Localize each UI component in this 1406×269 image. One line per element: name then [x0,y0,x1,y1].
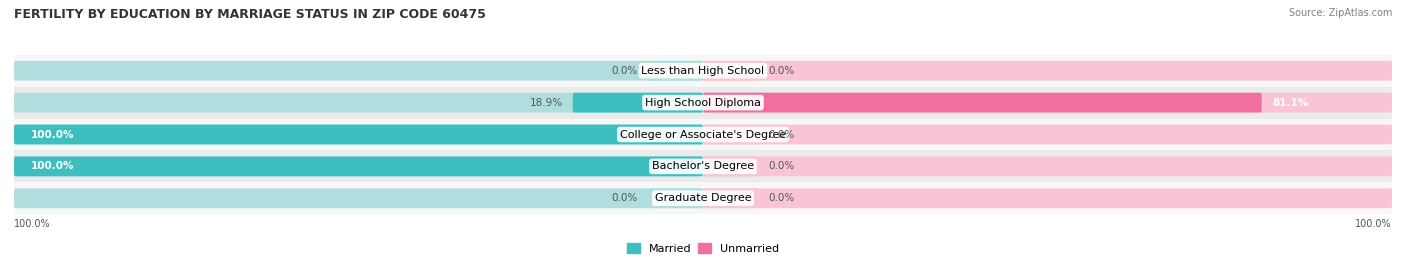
FancyBboxPatch shape [648,61,703,81]
Text: 18.9%: 18.9% [529,98,562,108]
Bar [14,182,1392,214]
Text: 0.0%: 0.0% [769,193,794,203]
Text: 0.0%: 0.0% [769,129,794,140]
Text: Bachelor's Degree: Bachelor's Degree [652,161,754,171]
Text: Source: ZipAtlas.com: Source: ZipAtlas.com [1288,8,1392,18]
FancyBboxPatch shape [703,157,1392,176]
Text: Less than High School: Less than High School [641,66,765,76]
FancyBboxPatch shape [14,157,703,176]
Text: 0.0%: 0.0% [612,193,637,203]
Text: 100.0%: 100.0% [31,129,75,140]
FancyBboxPatch shape [703,157,758,176]
FancyBboxPatch shape [572,93,703,112]
FancyBboxPatch shape [703,188,1392,208]
Text: 100.0%: 100.0% [31,161,75,171]
FancyBboxPatch shape [703,93,1392,112]
Text: 100.0%: 100.0% [14,219,51,229]
FancyBboxPatch shape [14,157,703,176]
Bar [14,55,1392,87]
Legend: Married, Unmarried: Married, Unmarried [621,238,785,258]
FancyBboxPatch shape [703,188,758,208]
Text: FERTILITY BY EDUCATION BY MARRIAGE STATUS IN ZIP CODE 60475: FERTILITY BY EDUCATION BY MARRIAGE STATU… [14,8,486,21]
FancyBboxPatch shape [703,61,1392,81]
FancyBboxPatch shape [14,125,703,144]
Text: 81.1%: 81.1% [1272,98,1309,108]
Text: 0.0%: 0.0% [769,161,794,171]
FancyBboxPatch shape [14,93,703,112]
Text: 0.0%: 0.0% [769,66,794,76]
FancyBboxPatch shape [648,188,703,208]
Text: 0.0%: 0.0% [612,66,637,76]
FancyBboxPatch shape [14,125,703,144]
Bar [14,87,1392,119]
Bar [14,150,1392,182]
Text: 100.0%: 100.0% [1355,219,1392,229]
Text: College or Associate's Degree: College or Associate's Degree [620,129,786,140]
FancyBboxPatch shape [703,125,758,144]
FancyBboxPatch shape [703,61,758,81]
Text: Graduate Degree: Graduate Degree [655,193,751,203]
Text: High School Diploma: High School Diploma [645,98,761,108]
FancyBboxPatch shape [703,93,1261,112]
Bar [14,119,1392,150]
FancyBboxPatch shape [14,61,703,81]
FancyBboxPatch shape [703,125,1392,144]
FancyBboxPatch shape [14,188,703,208]
